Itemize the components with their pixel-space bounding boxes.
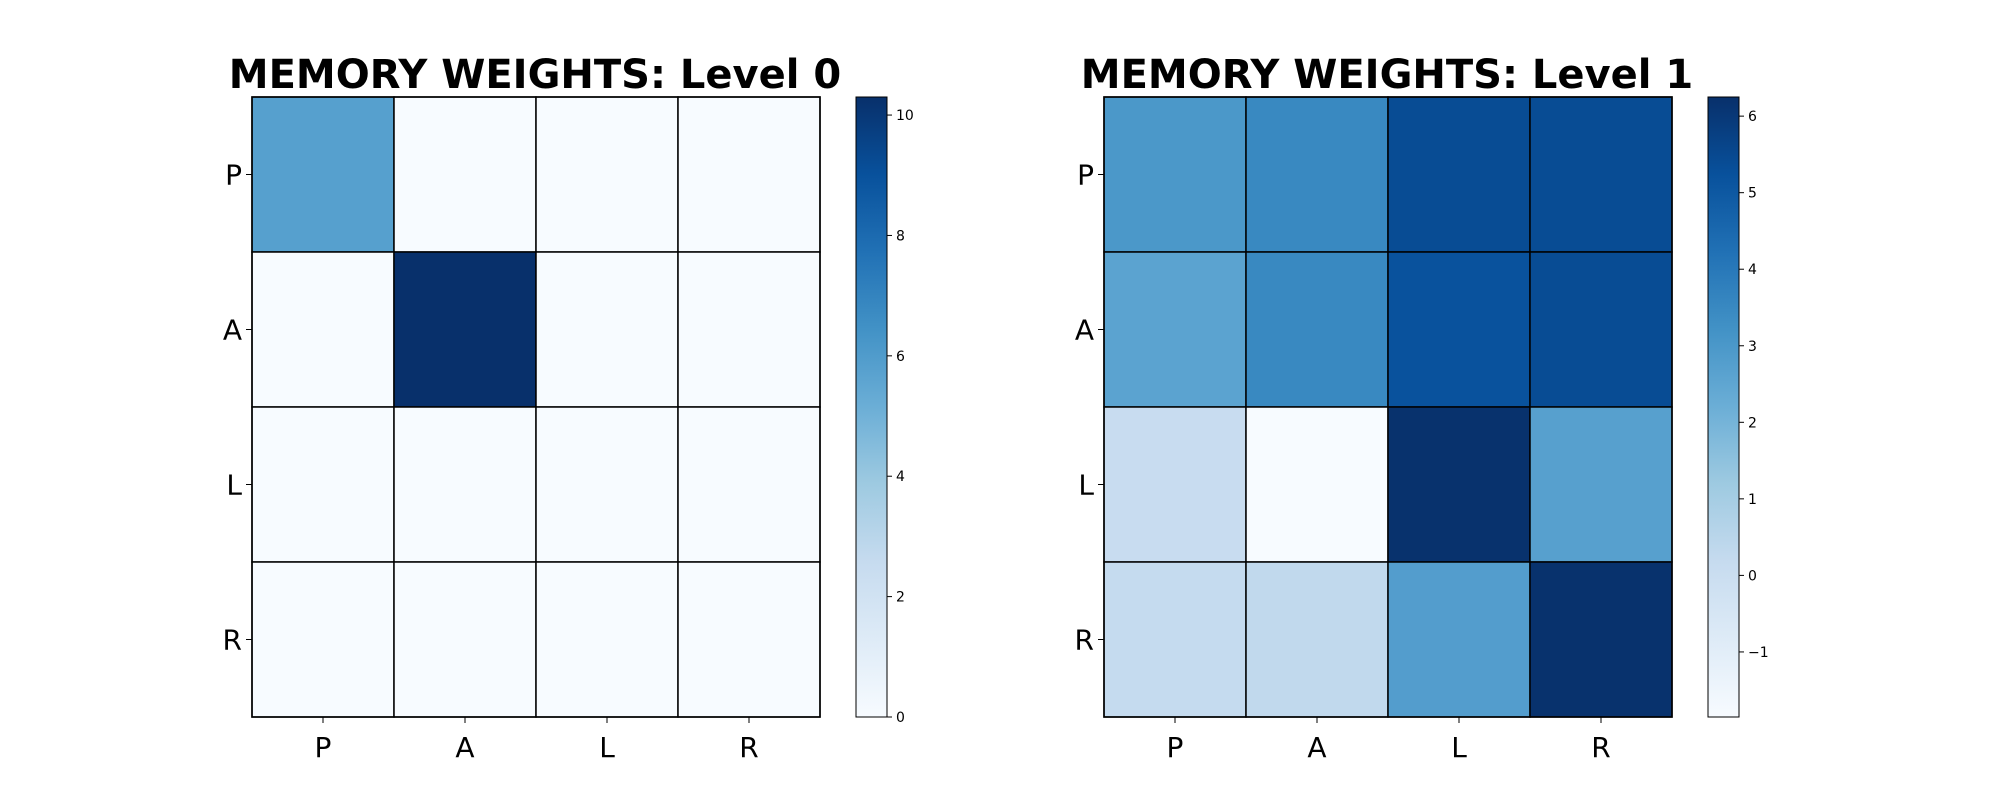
heatmap-cell: [251, 96, 395, 253]
x-tick-label: R: [1591, 731, 1610, 764]
colorbar-tick-label: 5: [1748, 186, 1757, 202]
colorbar-tick-label: 1: [1748, 492, 1757, 508]
y-tick-label: L: [1078, 469, 1094, 502]
heatmap-cell: [251, 251, 395, 408]
heatmap-cell: [251, 406, 395, 563]
colorbar-tick-label: 4: [896, 469, 905, 485]
heatmap-cell: [393, 96, 537, 253]
heatmap-cells: [251, 96, 821, 718]
colorbar: −1 0 1 2 3 4 5 6: [1707, 96, 1769, 718]
y-tick-label: A: [223, 314, 242, 347]
plot-frame: [251, 96, 821, 718]
y-tick-label: R: [223, 624, 242, 657]
heatmap-cell: [677, 251, 821, 408]
y-tick-label: R: [1075, 624, 1094, 657]
heatmap-cell: [535, 96, 679, 253]
colorbar: 0 2 4 6 8 10: [855, 96, 914, 726]
heatmap-cell: [1529, 96, 1673, 253]
heatmap-cell: [1103, 251, 1247, 408]
colorbar-tick-label: 0: [1748, 568, 1757, 584]
chart-title: MEMORY WEIGHTS: Level 1: [1081, 52, 1693, 98]
heatmap-cell: [535, 251, 679, 408]
heatmap-panel-level-0: MEMORY WEIGHTS: Level 0 P A L R P A L R 0 2 4 6 8 10: [223, 52, 914, 764]
colorbar-tick-label: 2: [896, 590, 905, 606]
colorbar-gradient: [1707, 96, 1740, 718]
x-tick-label: P: [315, 731, 332, 764]
colorbar-ticks: −1 0 1 2 3 4 5 6: [1739, 109, 1769, 661]
heatmap-cell: [677, 561, 821, 718]
heatmap-cell: [1245, 561, 1389, 718]
y-tick-label: P: [225, 159, 242, 192]
heatmap-cell: [1529, 251, 1673, 408]
y-tick-label: A: [1075, 314, 1094, 347]
heatmap-cell: [1103, 96, 1247, 253]
colorbar-tick-label: 6: [1748, 109, 1757, 125]
heatmap-cell: [1529, 406, 1673, 563]
heatmap-cell: [1103, 561, 1247, 718]
colorbar-tick-label: 4: [1748, 262, 1757, 278]
heatmap-cells: [1103, 96, 1673, 718]
heatmap-cell: [1245, 406, 1389, 563]
heatmap-cell: [535, 561, 679, 718]
heatmap-cell: [1245, 251, 1389, 408]
heatmap-panel-level-1: MEMORY WEIGHTS: Level 1 P A L R P A L R −1 0 1 2 3 4…: [1075, 52, 1769, 764]
colorbar-ticks: 0 2 4 6 8 10: [887, 108, 914, 726]
heatmap-cell: [1245, 96, 1389, 253]
x-tick-label: A: [1307, 731, 1326, 764]
y-tick-label: L: [226, 469, 242, 502]
colorbar-tick-label: 10: [896, 108, 914, 124]
heatmap-cell: [1103, 406, 1247, 563]
heatmap-cell: [393, 561, 537, 718]
colorbar-tick-label: 2: [1748, 415, 1757, 431]
x-tick-label: P: [1167, 731, 1184, 764]
heatmap-cell: [1387, 251, 1531, 408]
x-tick-label: L: [1451, 731, 1467, 764]
colorbar-tick-label: 3: [1748, 339, 1757, 355]
heatmap-cell: [393, 251, 537, 408]
y-tick-label: P: [1077, 159, 1094, 192]
chart-title: MEMORY WEIGHTS: Level 0: [229, 52, 841, 98]
heatmap-cell: [251, 561, 395, 718]
heatmap-cell: [535, 406, 679, 563]
heatmap-cell: [393, 406, 537, 563]
colorbar-tick-label: −1: [1748, 645, 1769, 661]
colorbar-gradient: [855, 96, 888, 718]
x-tick-label: A: [455, 731, 474, 764]
x-tick-label: R: [739, 731, 758, 764]
x-tick-label: L: [599, 731, 615, 764]
plot-frame: [1103, 96, 1673, 718]
heatmap-cell: [1387, 96, 1531, 253]
heatmap-cell: [1529, 561, 1673, 718]
heatmap-cell: [1387, 406, 1531, 563]
heatmap-cell: [1387, 561, 1531, 718]
axis-ticks: P A L R P A L R: [1075, 159, 1611, 765]
colorbar-tick-label: 6: [896, 349, 905, 365]
heatmap-cell: [677, 96, 821, 253]
colorbar-tick-label: 0: [896, 710, 905, 726]
axis-ticks: P A L R P A L R: [223, 159, 759, 765]
colorbar-tick-label: 8: [896, 228, 905, 244]
heatmap-cell: [677, 406, 821, 563]
